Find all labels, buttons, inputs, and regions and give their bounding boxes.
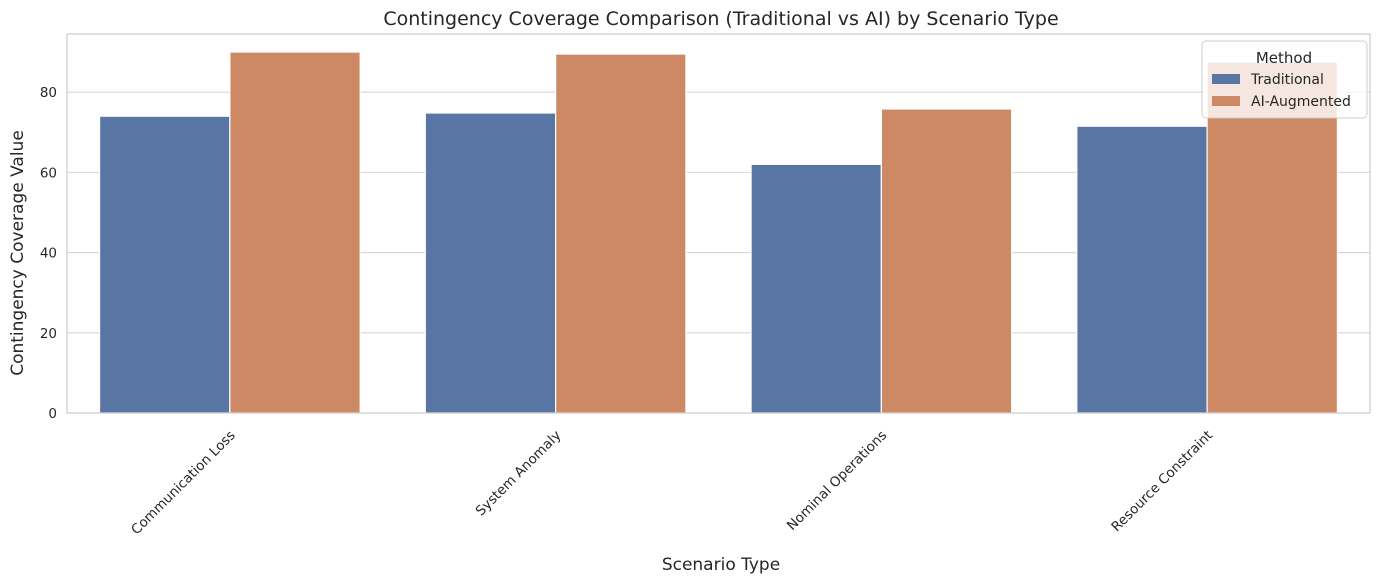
y-tick-labels: 0 20 40 60 80 xyxy=(40,85,57,422)
y-axis-label: Contingency Coverage Value xyxy=(8,130,28,376)
legend-label-1: Traditional xyxy=(1250,72,1324,88)
legend-swatch-2 xyxy=(1212,96,1240,106)
legend-label-2: AI-Augmented xyxy=(1251,94,1351,110)
y-tick-label: 0 xyxy=(48,406,57,422)
plot-frame xyxy=(66,33,1371,414)
bar-ai-augmented-3 xyxy=(880,108,1013,414)
bar-traditional-3 xyxy=(750,163,882,414)
chart-title: Contingency Coverage Comparison (Traditi… xyxy=(383,8,1058,30)
y-tick-label: 60 xyxy=(40,165,57,181)
bar-traditional-2 xyxy=(424,112,557,414)
bars xyxy=(98,51,1339,414)
bar-ai-augmented-4 xyxy=(1206,61,1339,414)
legend-items: Traditional AI-Augmented xyxy=(1212,72,1351,110)
legend-title: Method xyxy=(1256,49,1312,67)
y-tick-label: 80 xyxy=(40,85,57,101)
bar-traditional-1 xyxy=(98,115,231,414)
y-tick-label: 20 xyxy=(40,326,57,342)
legend-swatch-1 xyxy=(1212,74,1240,84)
bar-ai-augmented-2 xyxy=(555,53,687,414)
x-axis-label: Scenario Type xyxy=(662,555,780,575)
legend: Method Traditional AI-Augmented xyxy=(1201,40,1368,119)
bar-traditional-4 xyxy=(1076,125,1208,414)
legend-box xyxy=(1201,40,1368,119)
y-tick-label: 40 xyxy=(40,246,57,262)
bar-ai-augmented-1 xyxy=(229,51,361,414)
